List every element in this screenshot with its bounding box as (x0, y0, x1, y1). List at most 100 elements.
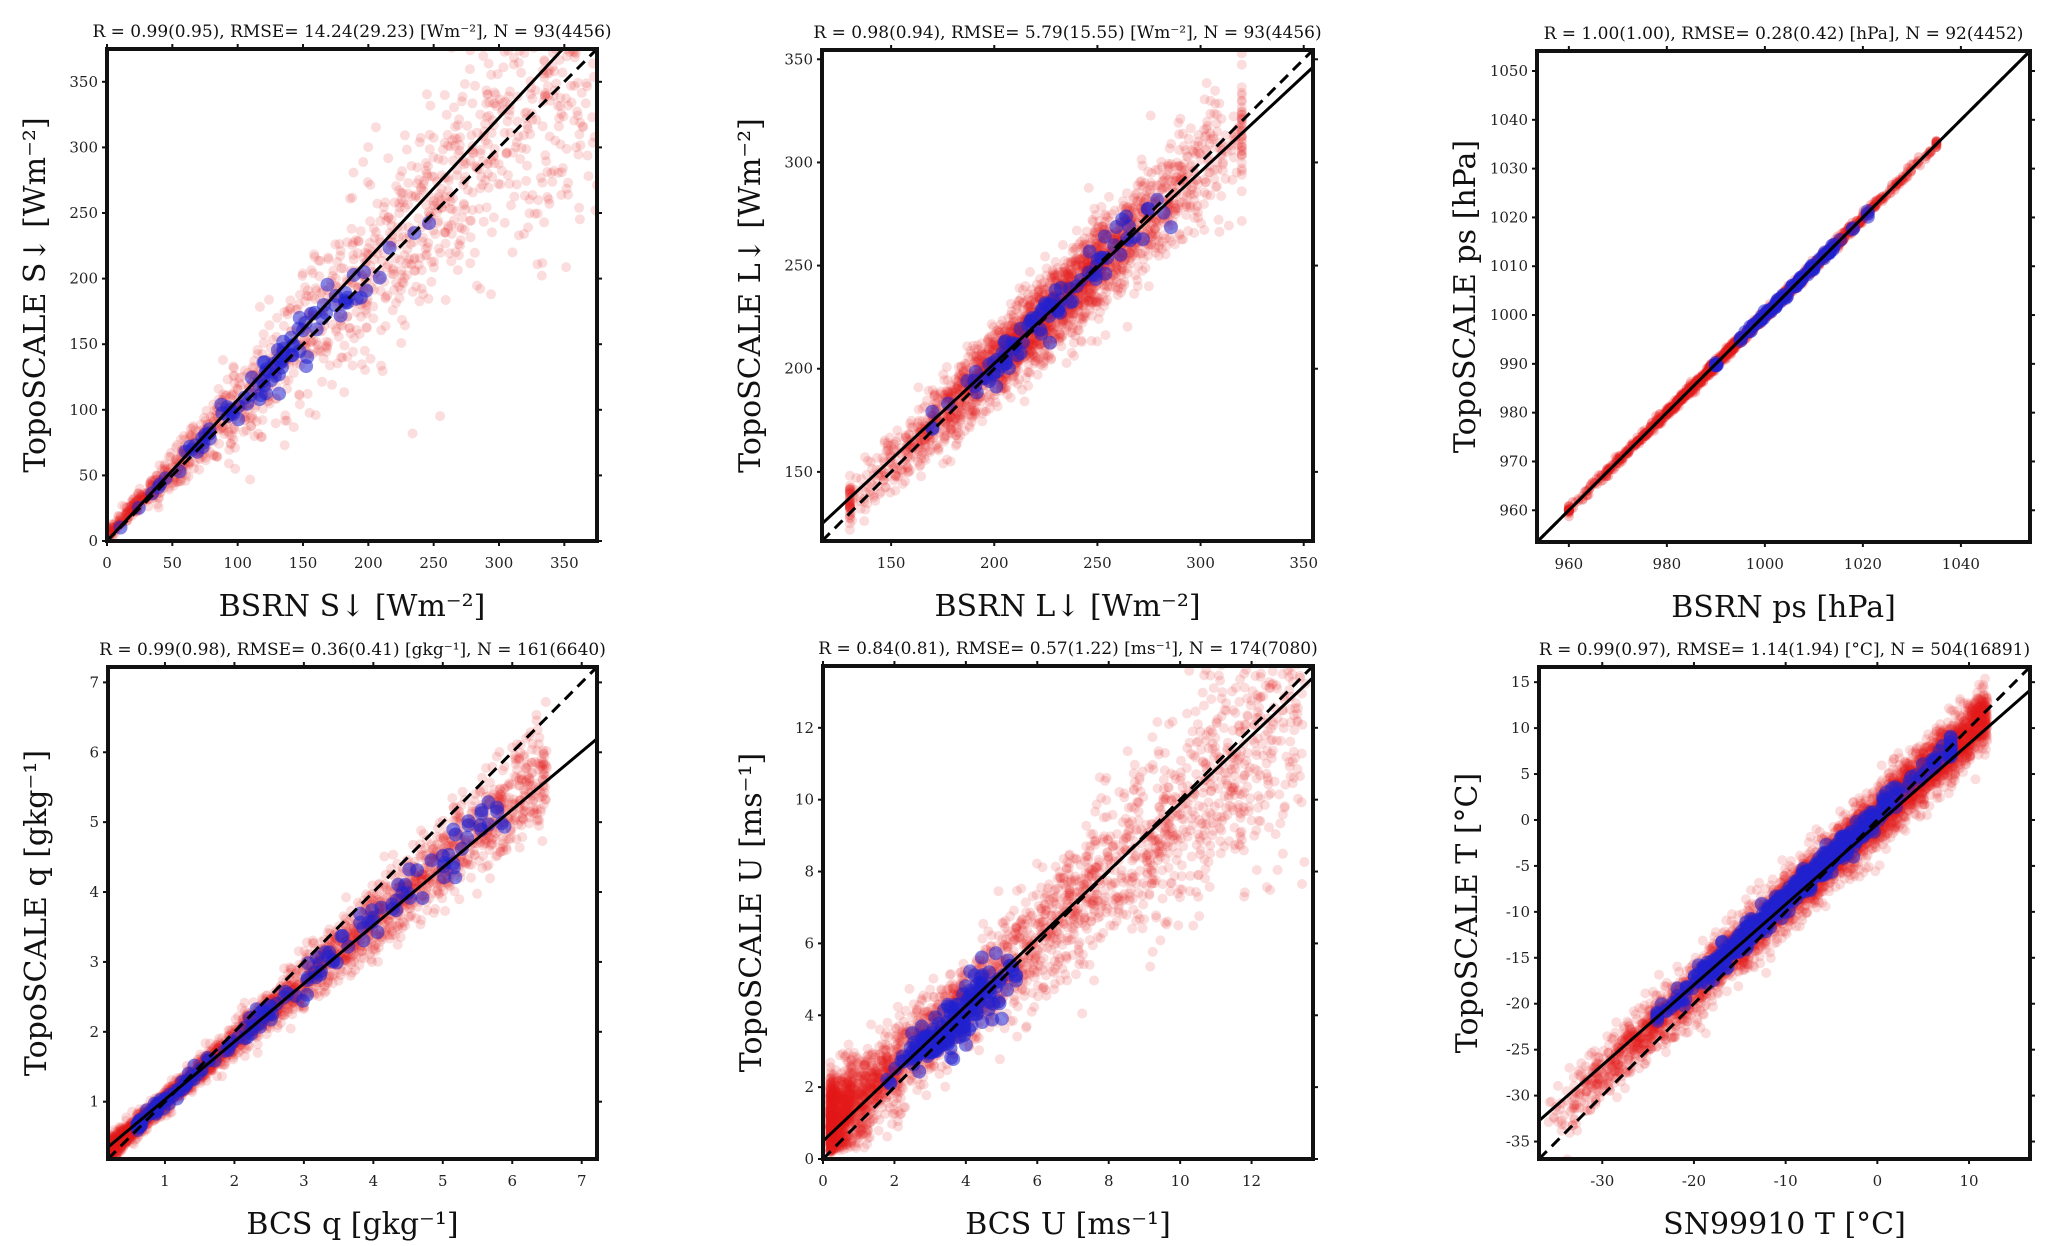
daily-point (894, 432, 905, 443)
daily-point (1195, 154, 1206, 165)
daily-point (185, 423, 196, 434)
daily-point (1236, 87, 1247, 98)
daily-point (524, 208, 535, 219)
daily-point (935, 386, 946, 397)
daily-point (443, 175, 454, 186)
daily-point (1179, 141, 1189, 152)
daily-point (582, 81, 593, 92)
daily-point (423, 238, 434, 248)
daily-point (1236, 82, 1247, 93)
daily-point (308, 335, 319, 346)
daily-point (1236, 120, 1247, 131)
daily-point (1192, 146, 1203, 157)
daily-point (172, 477, 183, 487)
daily-point (1104, 281, 1115, 292)
daily-point (1079, 298, 1090, 309)
daily-point (1066, 259, 1077, 270)
daily-point (525, 89, 536, 100)
daily-point (1213, 214, 1224, 225)
daily-point (495, 179, 506, 190)
daily-point (247, 411, 258, 422)
daily-point (1172, 199, 1183, 210)
daily-point (1065, 308, 1076, 319)
daily-point (386, 214, 397, 225)
daily-point (889, 475, 899, 486)
daily-point (416, 184, 427, 195)
daily-point (1000, 326, 1010, 336)
daily-point (107, 523, 116, 534)
daily-point (352, 248, 363, 259)
daily-point (481, 202, 492, 213)
daily-point (521, 107, 532, 118)
daily-point (267, 334, 278, 345)
daily-point (216, 423, 227, 434)
daily-point (525, 12, 535, 22)
daily-point (347, 240, 358, 251)
daily-point (576, 87, 587, 98)
daily-point (1141, 193, 1151, 204)
daily-point (1034, 284, 1045, 295)
daily-point (1201, 130, 1212, 141)
daily-point (1025, 301, 1036, 312)
panel-sw: 0 50 100 150 200 250 300 3500501001502002503003… (18, 0, 612, 624)
daily-point (1183, 226, 1194, 236)
daily-point (1099, 280, 1110, 291)
daily-point (1040, 251, 1051, 262)
daily-point (1074, 312, 1085, 323)
daily-point (499, 127, 510, 138)
daily-point (963, 420, 974, 431)
daily-point (947, 428, 958, 439)
daily-point (968, 340, 979, 351)
daily-point (512, 0, 522, 6)
daily-point (1101, 287, 1112, 298)
daily-point (1236, 141, 1247, 152)
daily-point (945, 427, 956, 438)
y-tick-label: 350 (784, 50, 813, 68)
daily-point (344, 322, 355, 333)
x-tick-label: 300 (1186, 554, 1215, 572)
daily-point (492, 69, 503, 80)
daily-point (572, 77, 583, 88)
daily-point (335, 245, 346, 256)
daily-point (176, 434, 186, 445)
daily-point (334, 239, 345, 249)
daily-point (477, 156, 488, 167)
daily-point (1069, 337, 1079, 348)
daily-point (428, 196, 439, 206)
daily-point (218, 355, 228, 365)
daily-point (258, 329, 269, 340)
daily-point (354, 328, 365, 339)
daily-point (1024, 301, 1035, 312)
daily-point (222, 374, 233, 385)
daily-point (439, 137, 450, 148)
daily-point (376, 325, 387, 336)
daily-point (323, 252, 334, 263)
daily-point (488, 98, 499, 109)
daily-point (561, 93, 571, 104)
daily-point (965, 401, 976, 412)
daily-point (972, 340, 983, 351)
daily-point (410, 191, 421, 202)
daily-point (455, 235, 466, 246)
daily-point (285, 295, 296, 306)
daily-point (1083, 292, 1094, 302)
daily-point (981, 406, 992, 417)
daily-point (960, 358, 971, 369)
daily-point (575, 140, 586, 151)
daily-point (1143, 281, 1154, 292)
daily-point (913, 382, 924, 393)
daily-point (254, 301, 265, 312)
daily-point (1099, 243, 1110, 254)
daily-point (1144, 222, 1155, 233)
daily-point (475, 109, 486, 120)
daily-point (443, 185, 453, 196)
daily-point (117, 500, 128, 511)
daily-point (133, 488, 144, 499)
daily-point (449, 140, 460, 151)
daily-point (1070, 259, 1081, 270)
daily-point (1046, 354, 1056, 365)
daily-point (336, 352, 347, 363)
daily-point (1199, 94, 1210, 105)
daily-point (381, 215, 392, 226)
daily-point (1116, 266, 1127, 277)
